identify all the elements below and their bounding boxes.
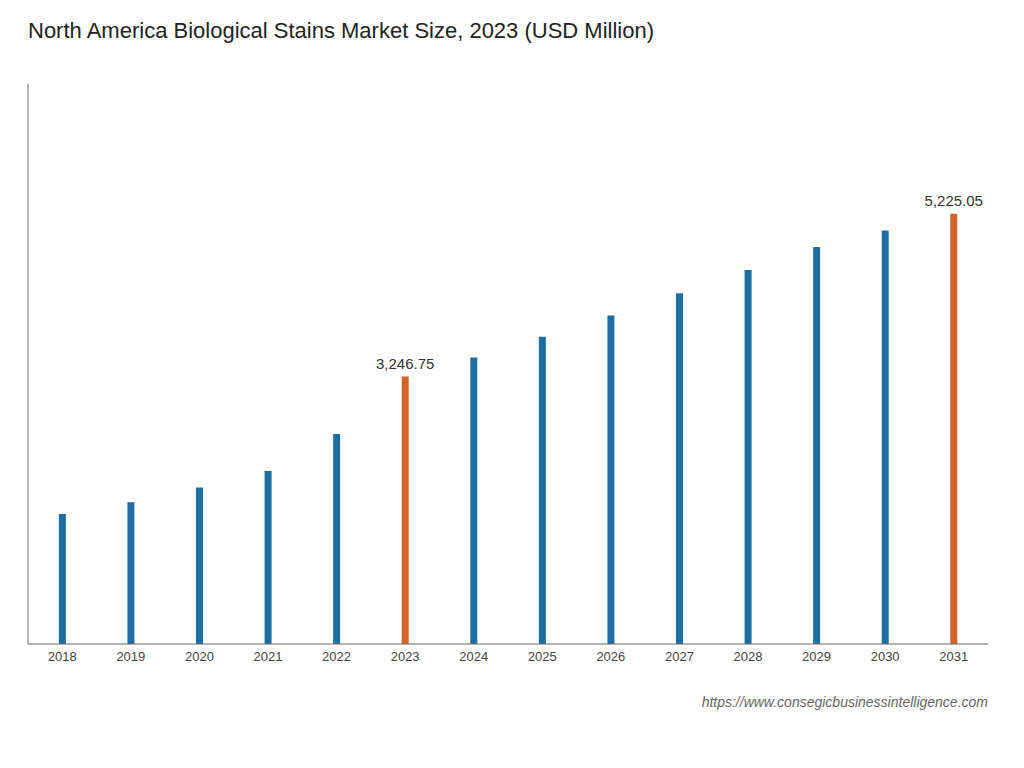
svg-text:2019: 2019 [116,649,145,664]
svg-text:2029: 2029 [802,649,831,664]
svg-text:2024: 2024 [459,649,488,664]
html-text:North America Biological Stain: North America Biological Stains Market S… [28,18,654,43]
svg-text:2021: 2021 [254,649,283,664]
svg-text:2028: 2028 [734,649,763,664]
svg-text:2026: 2026 [596,649,625,664]
svg-text:2023: 2023 [391,649,420,664]
svg-text:2031: 2031 [939,649,968,664]
svg-text:3,246.75: 3,246.75 [376,355,434,372]
svg-text:2025: 2025 [528,649,557,664]
html-text:https://www.consegicbusinessin: https://www.consegicbusinessintelligence… [701,694,988,710]
svg-text:2027: 2027 [665,649,694,664]
svg-text:2022: 2022 [322,649,351,664]
svg-text:2030: 2030 [871,649,900,664]
svg-text:2020: 2020 [185,649,214,664]
svg-text:5,225.05: 5,225.05 [925,192,983,209]
svg-text:2018: 2018 [48,649,77,664]
